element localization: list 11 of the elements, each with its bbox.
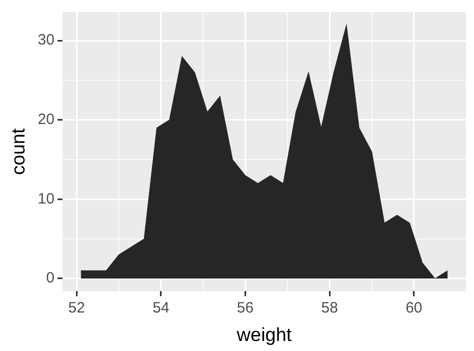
x-tick-label: 56 xyxy=(236,299,254,316)
x-tick-label: 54 xyxy=(152,299,170,316)
x-axis-title: weight xyxy=(236,324,292,346)
x-tick-label: 60 xyxy=(406,299,422,316)
y-tick-label: 30 xyxy=(38,32,54,49)
x-tick-label: 52 xyxy=(68,299,85,316)
y-tick-label: 20 xyxy=(38,111,54,128)
y-tick-label: 0 xyxy=(46,270,54,287)
y-tick-label: 10 xyxy=(38,190,54,208)
x-tick-label: 58 xyxy=(321,299,338,316)
y-axis-title: count xyxy=(8,128,30,175)
